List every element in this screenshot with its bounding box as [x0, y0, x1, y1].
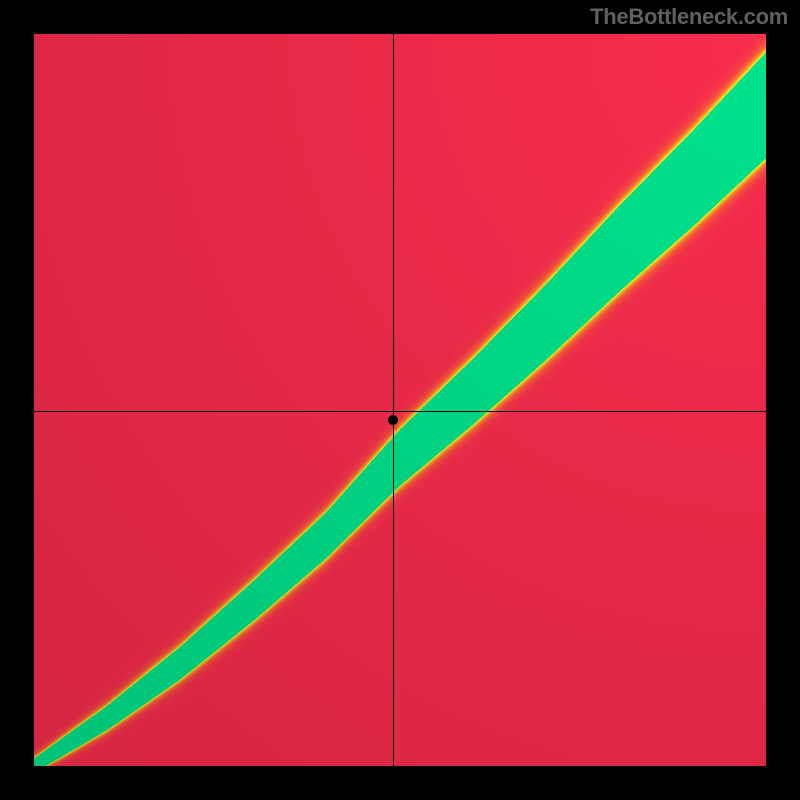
- chart-frame: { "watermark": { "text": "TheBottleneck.…: [0, 0, 800, 800]
- heatmap-canvas: [34, 34, 766, 766]
- watermark-text: TheBottleneck.com: [590, 4, 788, 30]
- heatmap-plot: [34, 34, 766, 766]
